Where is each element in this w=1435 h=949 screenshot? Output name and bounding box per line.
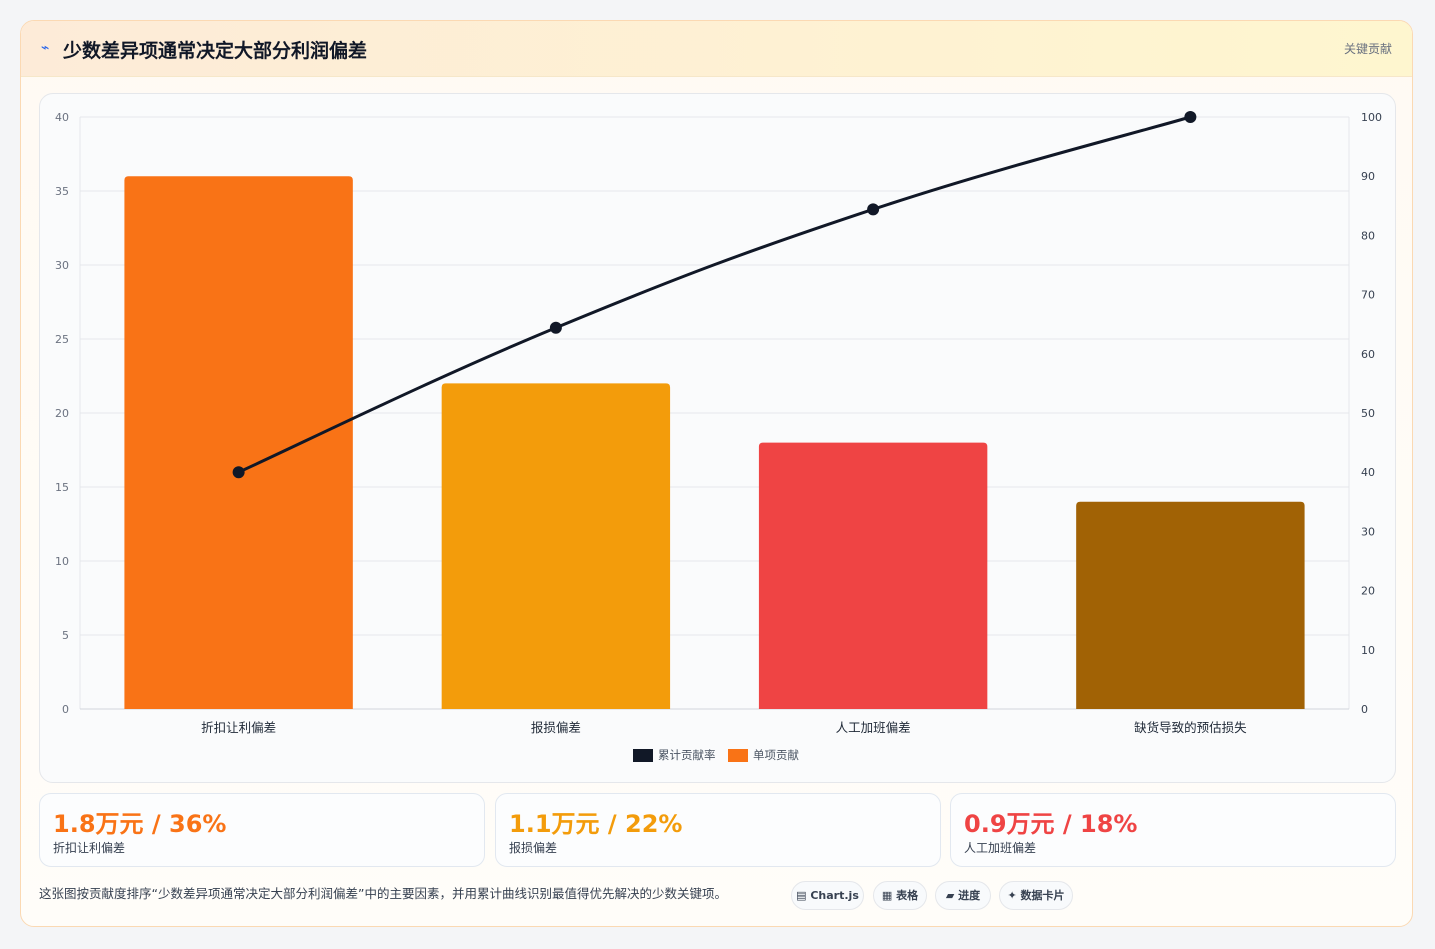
y-right-tick-label: 40 <box>1361 466 1375 479</box>
y-right-tick-label: 50 <box>1361 407 1375 420</box>
cumulative-point <box>867 203 880 216</box>
stat-value: 1.1万元 / 22% <box>509 810 683 838</box>
cumulative-point <box>232 466 245 479</box>
x-tick-label: 报损偏差 <box>531 720 581 735</box>
stat-card-1: 1.8万元 / 36% 折扣让利偏差 <box>39 793 485 867</box>
stat-label: 折扣让利偏差 <box>53 841 126 855</box>
stat-value: 0.9万元 / 18% <box>964 810 1138 838</box>
y-right-tick-label: 100 <box>1361 111 1382 124</box>
y-left-tick-label: 20 <box>55 407 69 420</box>
chart-footnote: 这张图按贡献度排序“少数差异项通常决定大部分利润偏差”中的主要因素，并用累计曲线… <box>39 886 727 901</box>
stat-label: 报损偏差 <box>509 841 558 855</box>
pill-label: 表格 <box>896 889 919 902</box>
bar-3 <box>758 442 988 709</box>
pareto-chart: 0 5 10 15 20 25 30 35 40 0 10 20 30 40 50 60 70 80 90 100 折扣… <box>39 93 1396 783</box>
table-icon: ▦ <box>881 889 893 902</box>
y-left-tick-label: 10 <box>55 555 69 568</box>
y-right-tick-label: 30 <box>1361 525 1375 538</box>
bar-1 <box>124 176 353 709</box>
stat-label: 人工加班偏差 <box>964 841 1037 855</box>
y-right-tick-label: 10 <box>1361 644 1375 657</box>
progress-icon: ▰ <box>945 889 955 902</box>
legend-swatch <box>633 749 653 762</box>
pill-chartjs[interactable]: ▤ Chart.js <box>791 881 864 910</box>
card-header: ⌁ 少数差异项通常决定大部分利润偏差 关键贡献 <box>21 21 1412 77</box>
legend-label: 单项贡献 <box>753 748 799 762</box>
lightning-icon: ⌁ <box>41 40 50 56</box>
chart-icon: ▤ <box>796 889 807 902</box>
pill-label: 进度 <box>958 889 981 902</box>
y-right-tick-label: 80 <box>1361 229 1375 242</box>
y-left-tick-label: 40 <box>55 111 69 124</box>
bar-4 <box>1076 501 1305 709</box>
report-card: ⌁ 少数差异项通常决定大部分利润偏差 关键贡献 0 5 10 15 20 25 30 35 40… <box>20 20 1413 927</box>
stat-card-3: 0.9万元 / 18% 人工加班偏差 <box>950 793 1396 867</box>
stat-value: 1.8万元 / 36% <box>53 810 227 838</box>
x-tick-label: 人工加班偏差 <box>836 720 911 735</box>
stat-card-2: 1.1万元 / 22% 报损偏差 <box>495 793 941 867</box>
sparkle-icon: ✦ <box>1007 889 1017 902</box>
y-right-tick-label: 0 <box>1361 703 1368 716</box>
y-right-tick-label: 70 <box>1361 289 1375 302</box>
y-right-tick-label: 20 <box>1361 585 1375 598</box>
x-tick-label: 折扣让利偏差 <box>201 720 276 735</box>
y-left-tick-label: 5 <box>62 629 69 642</box>
pill-label: 数据卡片 <box>1020 889 1065 902</box>
cumulative-point <box>549 321 562 334</box>
pill-data-card[interactable]: ✦ 数据卡片 <box>999 881 1073 910</box>
y-right-tick-label: 90 <box>1361 170 1375 183</box>
card-title: 少数差异项通常决定大部分利润偏差 <box>63 40 368 62</box>
legend-swatch <box>728 749 748 762</box>
y-left-tick-label: 35 <box>55 185 69 198</box>
pill-label: Chart.js <box>810 889 859 902</box>
y-left-tick-label: 0 <box>62 703 69 716</box>
cumulative-line <box>238 115 1191 474</box>
cumulative-point <box>1184 111 1197 123</box>
header-tag: 关键贡献 <box>1343 42 1392 56</box>
x-tick-label: 缺货导致的预估损失 <box>1134 720 1247 735</box>
y-left-tick-label: 25 <box>55 333 69 346</box>
bar-2 <box>441 383 671 709</box>
legend-label: 累计贡献率 <box>658 748 716 762</box>
pill-table[interactable]: ▦ 表格 <box>873 881 927 910</box>
pill-progress[interactable]: ▰ 进度 <box>935 881 991 910</box>
chart-svg: 0 5 10 15 20 25 30 35 40 0 10 20 30 40 50 60 70 80 90 100 折扣… <box>55 111 1382 762</box>
y-left-tick-label: 30 <box>55 259 69 272</box>
y-right-tick-label: 60 <box>1361 348 1375 361</box>
y-left-tick-label: 15 <box>55 481 69 494</box>
